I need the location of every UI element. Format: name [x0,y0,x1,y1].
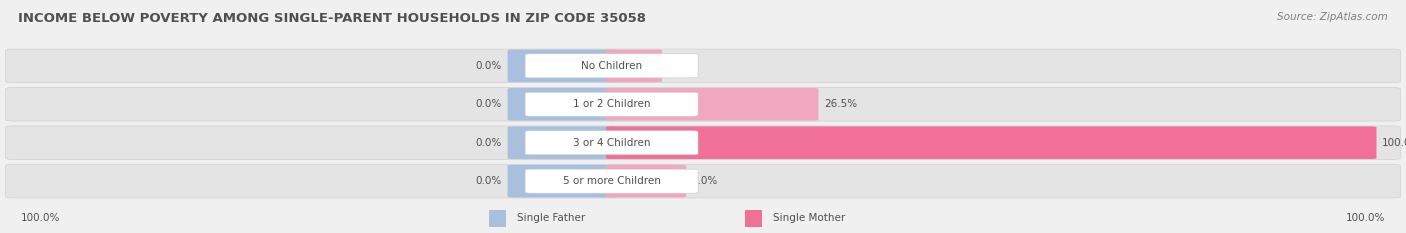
FancyBboxPatch shape [606,165,686,197]
FancyBboxPatch shape [508,126,617,159]
FancyBboxPatch shape [6,126,1400,159]
Text: Single Mother: Single Mother [773,213,845,223]
FancyBboxPatch shape [526,169,697,193]
Text: 5 or more Children: 5 or more Children [562,176,661,186]
FancyBboxPatch shape [745,210,762,227]
FancyBboxPatch shape [526,131,697,155]
Text: 100.0%: 100.0% [1346,213,1385,223]
FancyBboxPatch shape [6,87,1400,121]
Text: Source: ZipAtlas.com: Source: ZipAtlas.com [1277,12,1388,22]
Text: 0.0%: 0.0% [475,176,502,186]
FancyBboxPatch shape [526,92,697,116]
FancyBboxPatch shape [6,49,1400,83]
Text: 1 or 2 Children: 1 or 2 Children [572,99,651,109]
FancyBboxPatch shape [606,126,1376,159]
FancyBboxPatch shape [606,50,662,82]
FancyBboxPatch shape [508,165,617,197]
FancyBboxPatch shape [606,88,818,121]
Text: 0.0%: 0.0% [475,138,502,148]
FancyBboxPatch shape [508,50,617,82]
Text: 100.0%: 100.0% [1382,138,1406,148]
FancyBboxPatch shape [508,88,617,121]
FancyBboxPatch shape [489,210,506,227]
Text: 100.0%: 100.0% [21,213,60,223]
Text: 26.5%: 26.5% [824,99,858,109]
Text: 5.9%: 5.9% [668,61,695,71]
FancyBboxPatch shape [6,164,1400,198]
Text: No Children: No Children [581,61,643,71]
Text: Single Father: Single Father [517,213,586,223]
Text: 0.0%: 0.0% [475,99,502,109]
FancyBboxPatch shape [526,54,697,78]
Text: 0.0%: 0.0% [692,176,718,186]
Text: 3 or 4 Children: 3 or 4 Children [572,138,651,148]
Text: INCOME BELOW POVERTY AMONG SINGLE-PARENT HOUSEHOLDS IN ZIP CODE 35058: INCOME BELOW POVERTY AMONG SINGLE-PARENT… [18,12,647,25]
Text: 0.0%: 0.0% [475,61,502,71]
